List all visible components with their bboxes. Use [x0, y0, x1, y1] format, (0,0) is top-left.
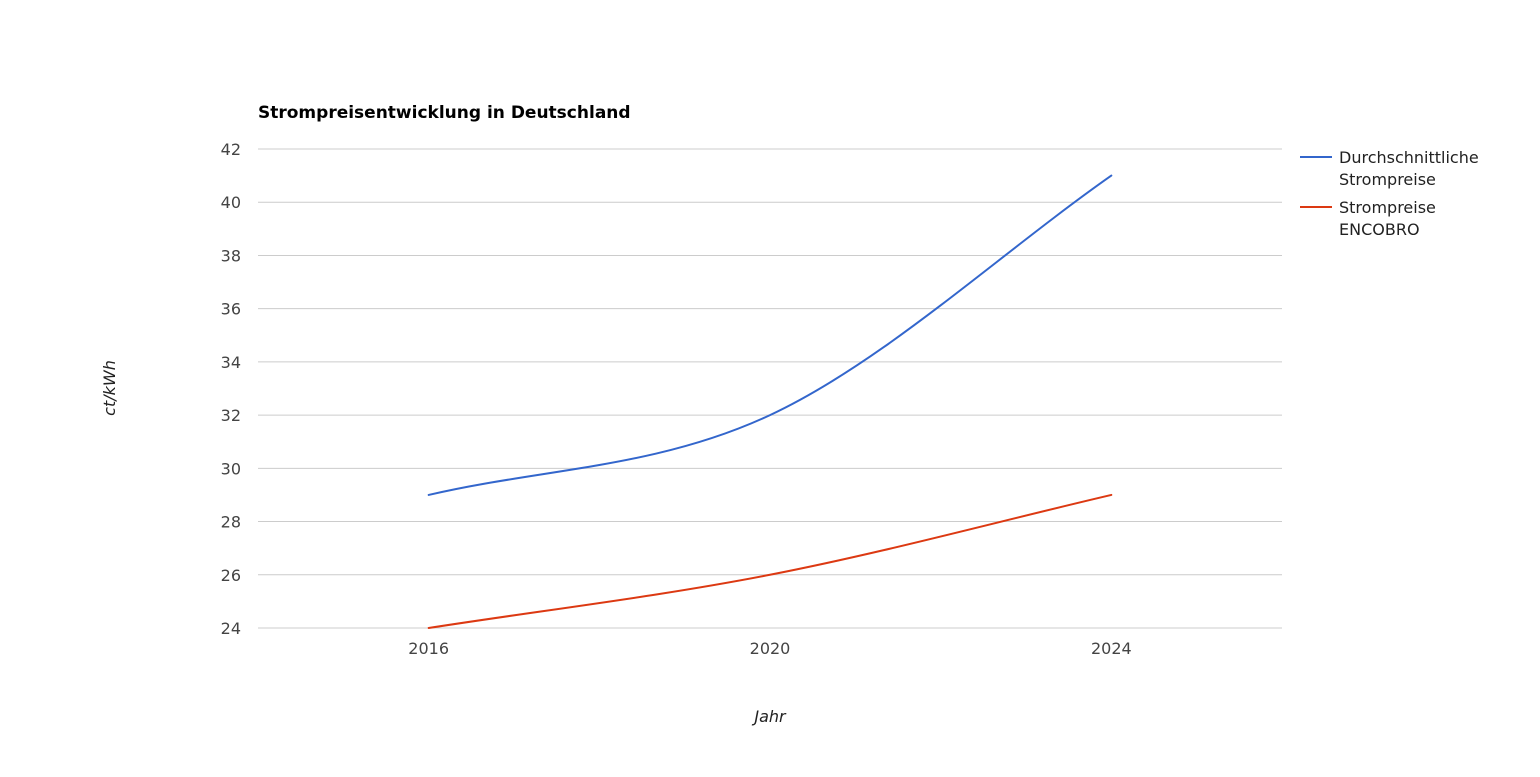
x-axis-ticks: 2016 2020 2024	[408, 639, 1131, 658]
y-tick-label: 34	[221, 353, 241, 372]
series-line-2[interactable]	[427, 493, 1113, 629]
legend[interactable]: Durchschnittliche Strompreise Strompreise E…	[1300, 148, 1479, 239]
legend-item-2[interactable]: Strompreise ENCOBRO	[1300, 198, 1436, 239]
data-point[interactable]	[766, 571, 774, 579]
series-lines	[425, 172, 1115, 632]
data-point[interactable]	[1107, 491, 1115, 499]
y-tick-label: 30	[221, 459, 241, 478]
y-tick-label: 38	[221, 246, 241, 265]
x-tick-label: 2024	[1091, 639, 1132, 658]
legend-label: Durchschnittliche Strompreise	[1339, 148, 1479, 189]
gridlines	[258, 148, 1282, 629]
legend-item-1[interactable]: Durchschnittliche Strompreise	[1300, 148, 1479, 189]
y-axis-ticks: 24 26 28 30 32 34 36 38 40 42	[221, 140, 241, 638]
y-tick-label: 32	[221, 406, 241, 425]
legend-label: Strompreise ENCOBRO	[1339, 198, 1436, 239]
series-line-1[interactable]	[427, 174, 1113, 496]
y-tick-label: 24	[221, 619, 241, 638]
y-tick-label: 28	[221, 513, 241, 532]
x-tick-label: 2020	[750, 639, 791, 658]
data-point[interactable]	[425, 491, 433, 499]
data-point[interactable]	[766, 411, 774, 419]
chart-title: Strompreisentwicklung in Deutschland	[258, 103, 631, 123]
y-tick-label: 42	[221, 140, 241, 159]
y-tick-label: 40	[221, 193, 241, 212]
x-axis-label: Jahr	[751, 707, 787, 726]
y-tick-label: 26	[221, 566, 241, 585]
y-axis-label: ct/kWh	[100, 360, 119, 416]
x-tick-label: 2016	[408, 639, 449, 658]
data-point[interactable]	[425, 624, 433, 632]
y-tick-label: 36	[221, 300, 241, 319]
data-point[interactable]	[1107, 172, 1115, 180]
